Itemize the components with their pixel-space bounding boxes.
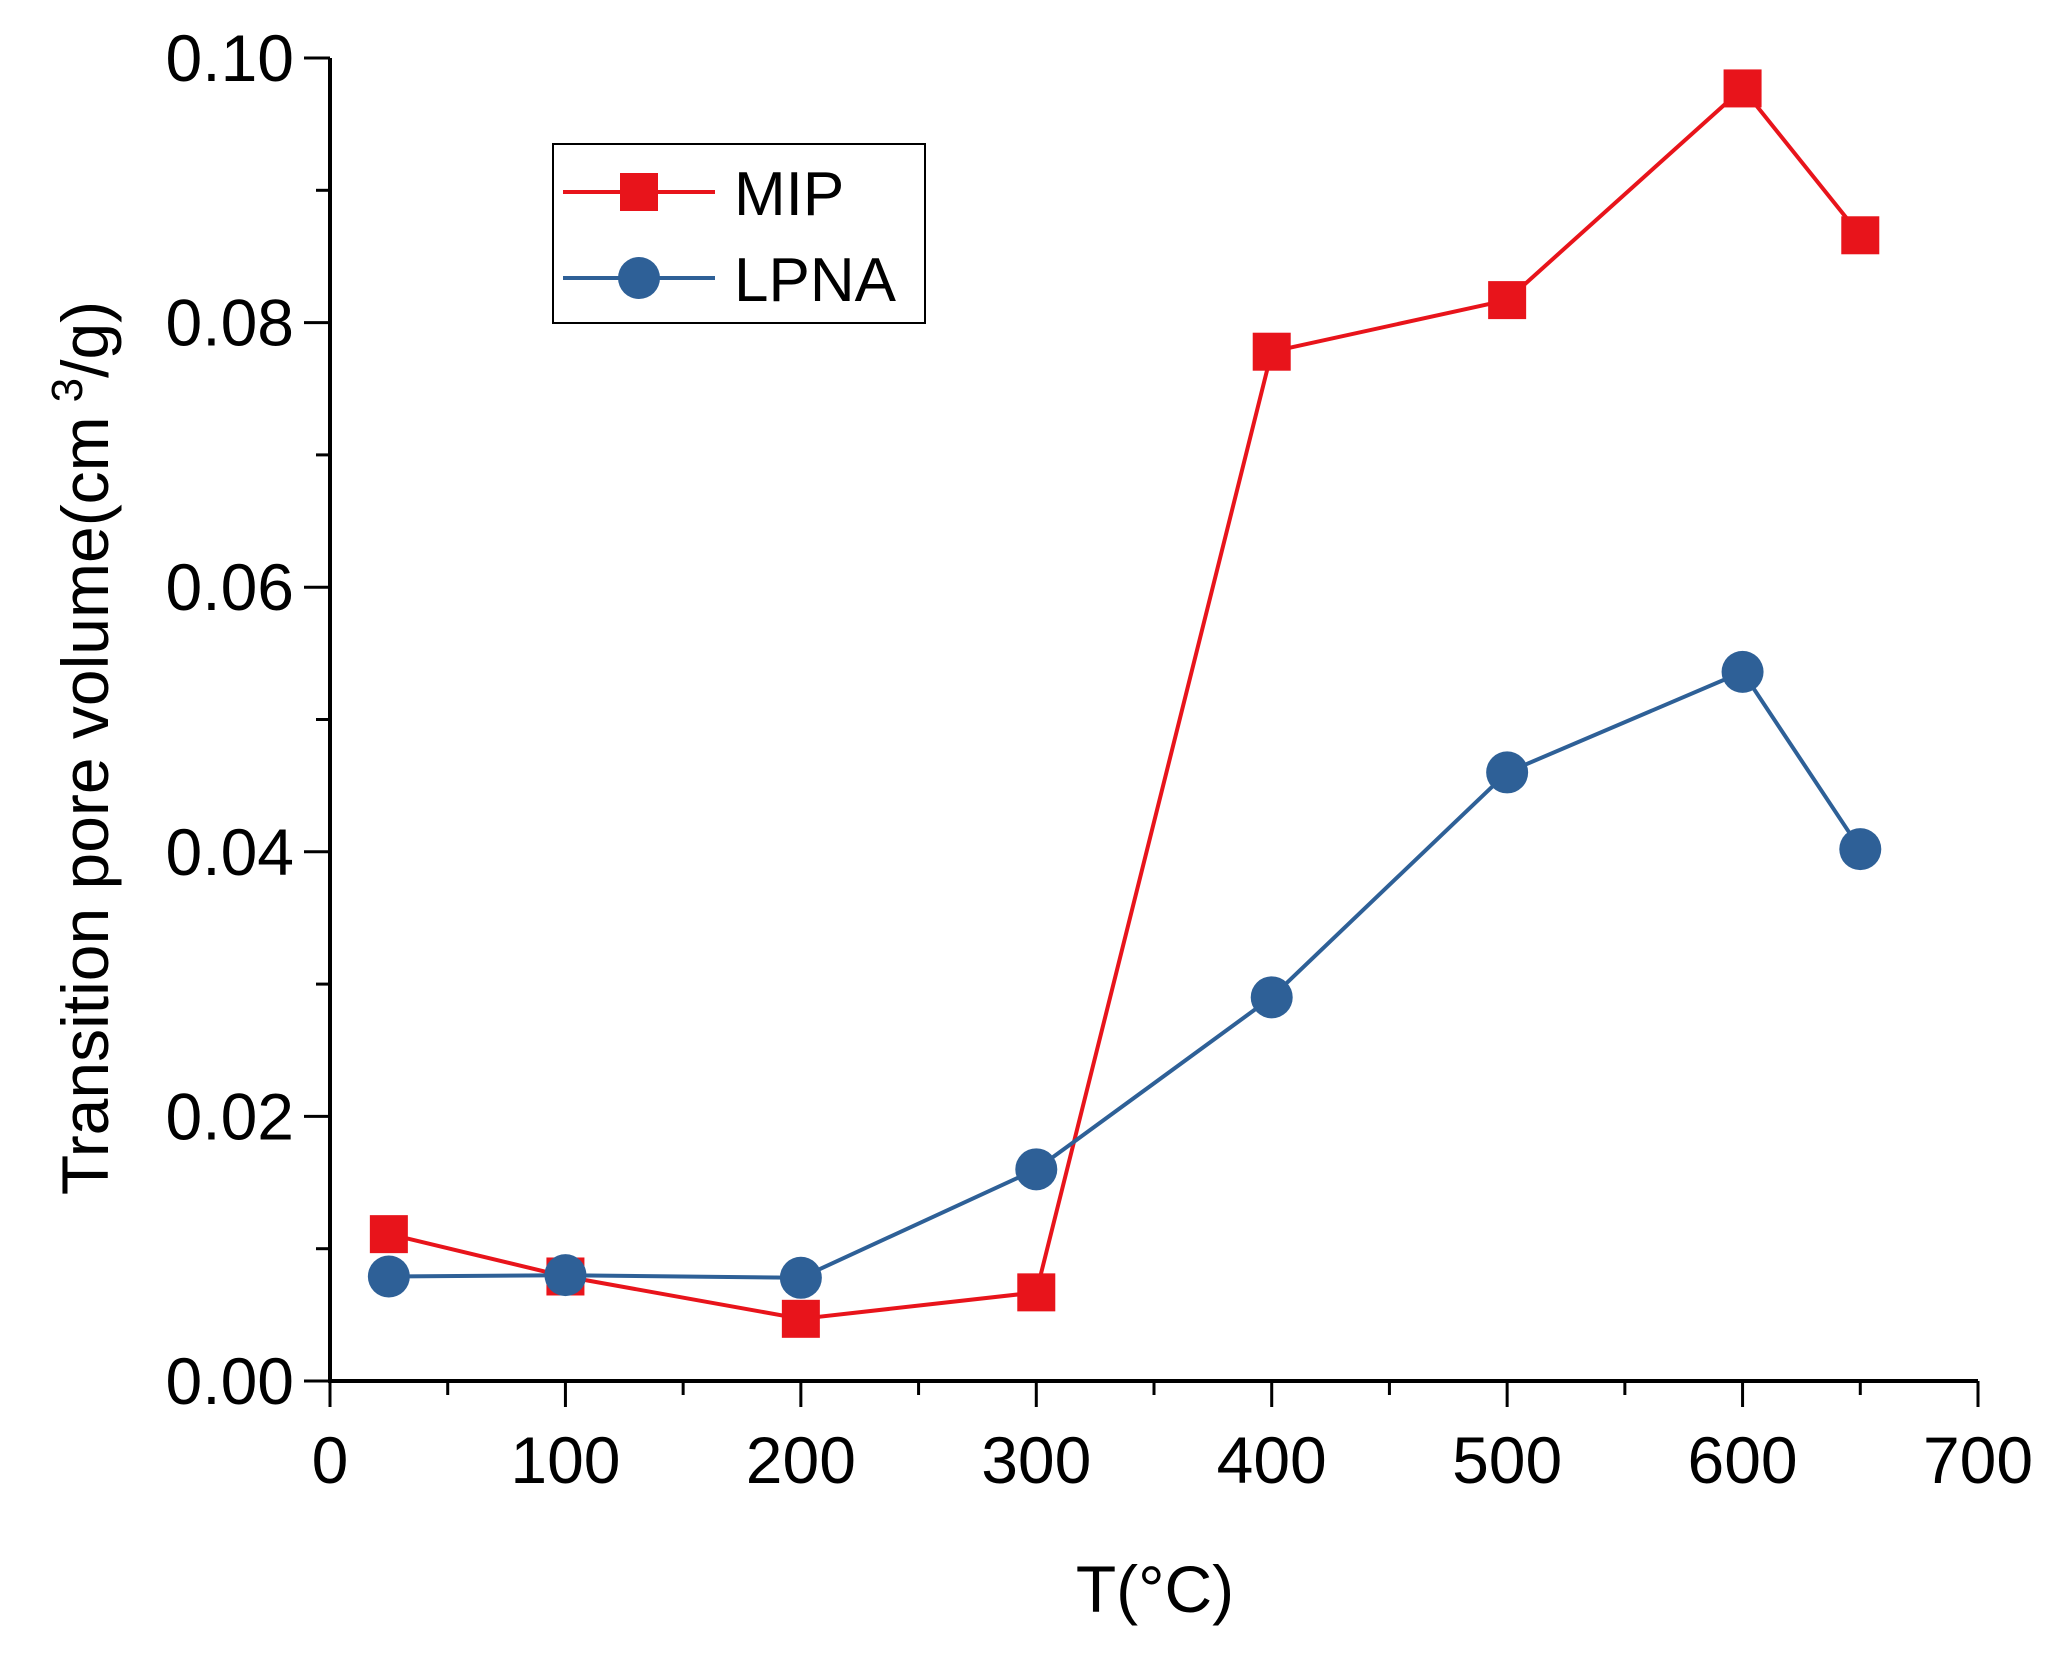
legend-label-mip: MIP	[734, 160, 844, 229]
x-axis-label: T(°C)	[1076, 1552, 1234, 1626]
y-tick-label: 0.02	[166, 1079, 294, 1153]
axes: 0.00 0.02 0.04 0.06 0.08 0.10 0 100 200 300 400 50…	[166, 21, 2034, 1497]
legend-marker-lpna	[618, 257, 660, 299]
series-line-mip	[388, 86, 1862, 1321]
x-tick-label: 200	[746, 1423, 856, 1497]
y-axis-label: Transition pore volume(cm 3/g)	[43, 301, 122, 1195]
x-tick-label: 400	[1217, 1423, 1327, 1497]
x-tick-label: 0	[312, 1423, 349, 1497]
data-point-lpna	[1015, 1148, 1058, 1191]
data-point-lpna	[367, 1255, 410, 1298]
data-point-lpna	[1486, 751, 1529, 794]
y-axis-label-tail: /g)	[48, 301, 122, 378]
legend-box	[552, 143, 926, 324]
x-tick-label: 600	[1688, 1423, 1798, 1497]
y-tick-label: 0.06	[166, 550, 294, 624]
plot-lines	[388, 86, 1862, 1321]
y-axis-label-main: Transition pore volume(cm	[48, 416, 122, 1195]
x-tick-label: 700	[1923, 1423, 2033, 1497]
data-point-mip	[1841, 216, 1880, 255]
data-point-mip	[781, 1299, 820, 1338]
y-tick-label: 0.10	[166, 21, 294, 95]
x-tick-label: 500	[1452, 1423, 1562, 1497]
x-tick-label: 100	[510, 1423, 620, 1497]
data-point-lpna	[1250, 976, 1293, 1019]
y-tick-label: 0.04	[166, 815, 294, 889]
data-point-lpna	[779, 1256, 822, 1299]
data-point-lpna	[1839, 828, 1882, 871]
x-tick-label: 300	[981, 1423, 1091, 1497]
y-ticks: 0.00 0.02 0.04 0.06 0.08 0.10	[166, 21, 330, 1418]
data-point-mip	[369, 1215, 408, 1254]
y-axis-label-superscript: 3	[43, 378, 92, 402]
y-tick-label: 0.00	[166, 1344, 294, 1418]
x-ticks: 0 100 200 300 400 500 600 700	[312, 1381, 2033, 1497]
data-point-lpna	[1721, 650, 1764, 693]
plot-markers	[367, 69, 1882, 1338]
legend-items: MIP LPNA	[563, 160, 897, 315]
legend: MIP LPNA	[552, 143, 926, 324]
legend-marker-mip	[620, 173, 658, 211]
y-tick-label: 0.08	[166, 286, 294, 360]
data-point-lpna	[544, 1254, 587, 1297]
series-line-lpna	[388, 669, 1862, 1280]
data-point-mip	[1488, 281, 1527, 320]
data-point-mip	[1017, 1273, 1056, 1312]
data-point-mip	[1252, 332, 1291, 371]
legend-label-lpna: LPNA	[734, 246, 897, 315]
data-point-mip	[1723, 69, 1762, 108]
